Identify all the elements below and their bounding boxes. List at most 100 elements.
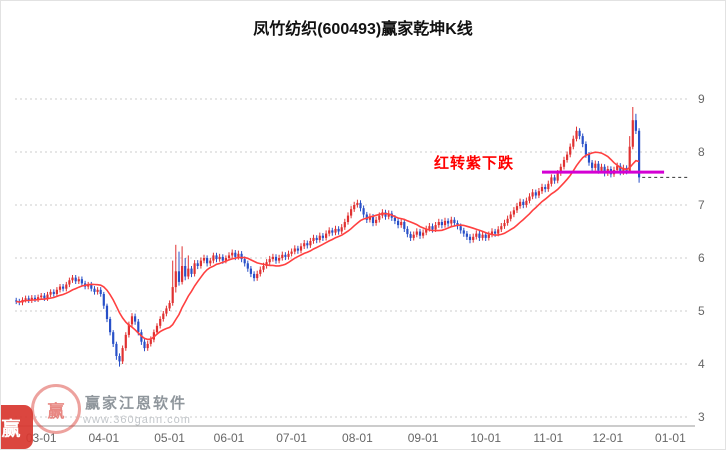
candle (515, 202, 519, 213)
candle (566, 151, 569, 163)
candle (121, 345, 124, 364)
candle (74, 275, 77, 284)
candle (168, 300, 171, 311)
y-axis-labels: 3 4 5 6 7 8 9 (698, 92, 705, 424)
svg-text:06-01: 06-01 (214, 431, 245, 445)
candle (256, 270, 259, 281)
candle (465, 231, 468, 240)
candle (162, 311, 165, 322)
candle (503, 219, 506, 229)
svg-text:10-01: 10-01 (470, 431, 501, 445)
brand-seal-char: 赢 (47, 401, 65, 421)
candle (165, 305, 168, 317)
candle (343, 218, 346, 230)
svg-text:03-01: 03-01 (26, 431, 57, 445)
grid-lines (15, 98, 689, 418)
candle (196, 260, 199, 270)
candle (253, 271, 256, 282)
candle (202, 254, 206, 264)
candle (450, 216, 453, 227)
candle (124, 332, 127, 351)
candle (572, 135, 575, 150)
candle (478, 231, 481, 241)
svg-text:09-01: 09-01 (408, 431, 439, 445)
candle (77, 276, 80, 284)
candle (152, 329, 155, 343)
candle (281, 251, 284, 261)
candle (309, 237, 312, 248)
candle (440, 219, 443, 229)
candle (268, 255, 271, 265)
candle (312, 234, 315, 244)
candle (249, 266, 252, 278)
svg-text:04-01: 04-01 (88, 431, 119, 445)
candle (578, 128, 581, 140)
candle (506, 215, 509, 226)
candle (550, 174, 553, 187)
svg-text:05-01: 05-01 (154, 431, 185, 445)
candle (509, 211, 512, 222)
candle (171, 260, 174, 306)
candle (528, 193, 531, 204)
candle (406, 226, 409, 238)
svg-text:4: 4 (698, 357, 705, 371)
candle (418, 228, 422, 239)
candle (638, 128, 641, 183)
candle (146, 340, 149, 351)
ma-line (16, 151, 640, 341)
candle (206, 255, 209, 267)
candle (193, 260, 196, 277)
candle (519, 198, 522, 209)
candle (209, 258, 212, 266)
candle (177, 251, 181, 286)
candle (569, 143, 572, 158)
candle (290, 248, 293, 257)
candle (356, 199, 359, 208)
svg-text:5: 5 (698, 304, 705, 318)
candle (328, 227, 331, 237)
candle (80, 276, 83, 287)
candle (594, 160, 597, 171)
svg-text:3: 3 (698, 410, 705, 424)
candle (184, 258, 187, 281)
candle (544, 184, 547, 193)
candle (159, 316, 162, 329)
candle (265, 259, 268, 269)
candle (537, 188, 540, 199)
brand-badge-icon: 赢 (1, 405, 33, 449)
candle (212, 252, 215, 264)
candle (15, 297, 18, 305)
candle (634, 113, 637, 134)
candle (350, 206, 353, 219)
brand-badge-char: 赢 (1, 418, 21, 440)
candle (403, 219, 406, 232)
candle (581, 133, 584, 148)
candle (246, 260, 249, 272)
candle (591, 160, 594, 172)
candle (143, 339, 146, 352)
candle (490, 228, 494, 238)
candle (71, 275, 74, 283)
candle (215, 252, 218, 263)
candle (475, 230, 478, 240)
candle (299, 243, 303, 254)
candle (462, 227, 465, 237)
candle (58, 284, 62, 293)
svg-text:07-01: 07-01 (276, 431, 307, 445)
candle (240, 251, 243, 263)
candle (422, 229, 425, 239)
candle (109, 316, 112, 336)
candle (337, 226, 340, 235)
candle (415, 228, 418, 238)
brand-seal-icon: 赢 (31, 384, 81, 434)
candle (174, 244, 177, 293)
candle (425, 225, 428, 236)
candle (87, 281, 90, 290)
candle (155, 323, 159, 335)
candle (340, 224, 343, 235)
candle (271, 253, 274, 262)
candle (334, 225, 337, 236)
brand-name: 赢家江恩软件 (85, 395, 188, 412)
